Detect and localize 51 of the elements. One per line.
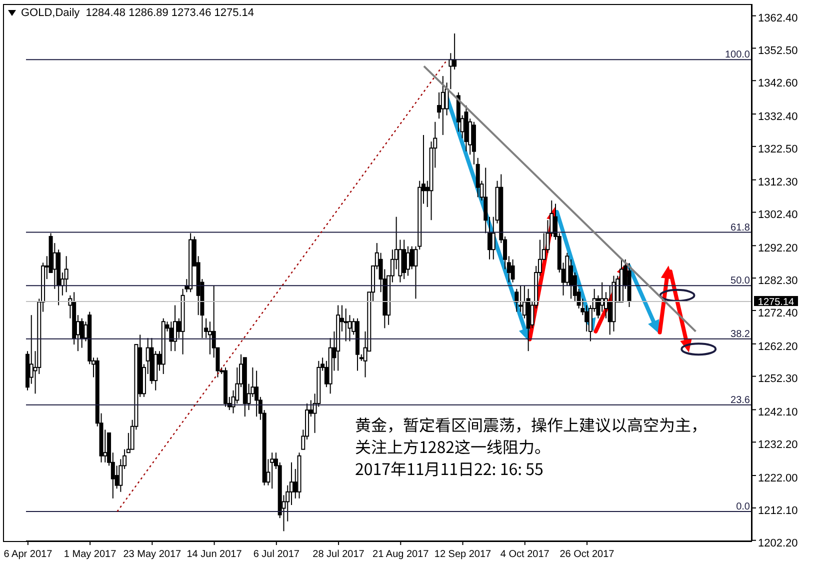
ref-line-label: 23.6: [730, 394, 750, 406]
candlestick: [514, 288, 519, 312]
y-tick-label: 1322.50: [758, 143, 798, 156]
candlestick: [173, 304, 178, 352]
y-tick-label: 1252.30: [758, 373, 798, 386]
y-tick-label: 1332.40: [758, 110, 798, 123]
y-tick-label: 1262.20: [758, 340, 798, 353]
y-tick-label: 1212.10: [758, 504, 798, 517]
candlestick: [169, 321, 174, 352]
chart-title: GOLD,Daily 1284.48 1286.89 1273.46 1275.14: [21, 7, 254, 19]
y-tick-label: 1292.20: [758, 242, 798, 255]
x-tick-label: 6 Apr 2017: [4, 549, 53, 560]
y-tick-label: 1352.50: [758, 45, 798, 58]
candlestick: [510, 258, 515, 283]
candlestick: [440, 76, 445, 136]
candlestick: [344, 308, 348, 342]
y-tick-label: 1232.20: [758, 439, 798, 452]
candlestick: [518, 285, 523, 312]
x-tick-label: 26 Oct 2017: [560, 549, 615, 560]
y-tick-label: 1272.40: [758, 307, 798, 320]
candlestick: [64, 256, 68, 293]
x-tick-label: 6 Jul 2017: [253, 549, 300, 560]
y-tick-label: 1282.30: [758, 274, 798, 287]
candlestick: [208, 321, 212, 355]
candlestick: [270, 452, 274, 490]
candlestick: [80, 318, 84, 348]
x-tick-label: 23 May 2017: [123, 549, 182, 560]
ref-line-label: 1275.14: [758, 297, 795, 308]
ref-line-label: 100.0: [724, 50, 750, 61]
x-tick-label: 12 Sep 2017: [434, 549, 492, 560]
annotation: 黄金，暂定看区间震荡，操作上建议以高空为主，关注上方1282这一线阻力。: [355, 412, 708, 458]
x-tick-label: 21 Aug 2017: [372, 549, 430, 560]
x-tick-label: 28 Jul 2017: [312, 549, 365, 560]
ref-line-label: 38.2: [730, 328, 750, 340]
candlestick: [254, 370, 259, 418]
y-tick-label: 1342.60: [758, 78, 798, 90]
candlestick: [406, 246, 410, 276]
y-tick-label: 1302.40: [758, 209, 798, 222]
y-tick-label: 1242.10: [758, 406, 798, 419]
y-tick-label: 1362.40: [758, 12, 798, 25]
ref-line-label: 50.0: [730, 276, 750, 287]
candlestick: [402, 239, 406, 280]
x-tick-label: 1 May 2017: [64, 549, 117, 560]
y-tick-label: 1202.20: [758, 537, 798, 550]
x-tick-label: 4 Oct 2017: [500, 549, 550, 560]
x-tick-label: 14 Jun 2017: [186, 549, 242, 560]
y-tick-label: 1222.00: [758, 472, 798, 484]
y-tick-label: 1312.30: [758, 176, 798, 189]
annotation: 2017年11月11日22: 16: 55: [355, 456, 544, 480]
ref-line-label: 0.0: [736, 502, 750, 513]
ref-line-label: 61.8: [730, 222, 750, 234]
